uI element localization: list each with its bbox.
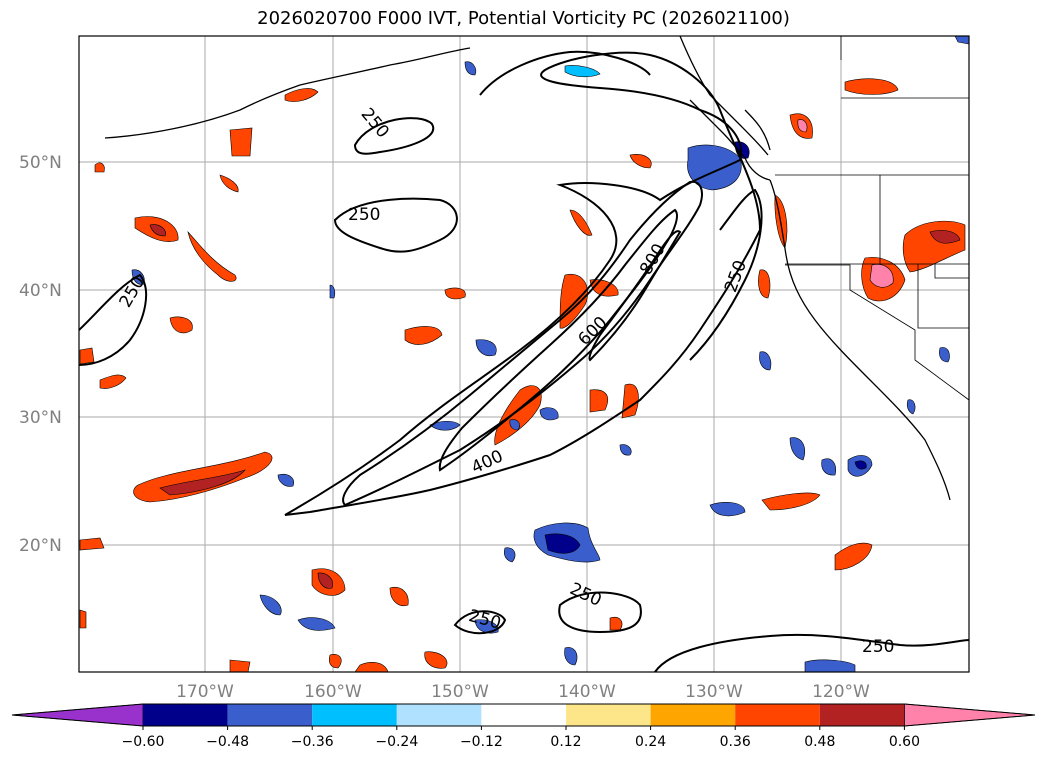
colorbar-extend-min [11, 703, 144, 727]
colorbar-segment [566, 704, 651, 726]
colorbar-segment [227, 704, 313, 726]
colorbar-tick-label: 0.60 [889, 734, 920, 750]
colorbar-tick-label: −0.12 [460, 734, 503, 750]
coastlines [104, 35, 951, 501]
colorbar-tick-label: −0.36 [291, 734, 334, 750]
colorbar-tick-label: 0.36 [720, 734, 751, 750]
colorbar-tick-label: 0.24 [635, 734, 666, 750]
colorbar-segment [396, 704, 482, 726]
colorbar-segment [735, 704, 820, 726]
map-area [79, 36, 969, 672]
lon-label-170w: 170°W [176, 682, 234, 702]
lon-label-130w: 130°W [685, 682, 743, 702]
colorbar-extend-max [904, 703, 1036, 727]
colorbar-tick-label: −0.24 [375, 734, 418, 750]
longitude-labels: 170°W 160°W 150°W 140°W 130°W 120°W [176, 682, 870, 702]
colorbar-tick-label: −0.48 [206, 734, 249, 750]
state-borders [775, 36, 970, 401]
colorbar-tick-label: −0.60 [122, 734, 165, 750]
colorbar-segment [819, 704, 905, 726]
colorbar-tick-label: 0.12 [550, 734, 581, 750]
lon-label-120w: 120°W [812, 682, 870, 702]
lon-label-150w: 150°W [431, 682, 489, 702]
latitude-labels: 50°N 40°N 30°N 20°N [19, 153, 62, 556]
colorbar: −0.60 −0.48 −0.36 −0.24 −0.12 0.12 0.24 0.36 0.4… [11, 703, 1036, 750]
colorbar-segment [143, 704, 228, 726]
gridlines [79, 36, 969, 672]
ivt-contours [78, 50, 970, 673]
lat-label-30n: 30°N [19, 408, 62, 428]
lat-label-20n: 20°N [19, 536, 62, 556]
map-title: 2026020700 F000 IVT, Potential Vorticity… [257, 8, 790, 29]
lon-label-160w: 160°W [304, 682, 362, 702]
lat-label-40n: 40°N [19, 281, 62, 301]
colorbar-segment [312, 704, 397, 726]
map-border [78, 35, 970, 673]
colorbar-tick-label: 0.48 [804, 734, 835, 750]
colorbar-segment [481, 704, 566, 726]
colorbar-segment [650, 704, 736, 726]
contour-label-250-b: 250 [348, 205, 380, 225]
contour-label-250-g: 250 [862, 637, 894, 657]
lat-label-50n: 50°N [19, 153, 62, 173]
lon-label-140w: 140°W [558, 682, 616, 702]
